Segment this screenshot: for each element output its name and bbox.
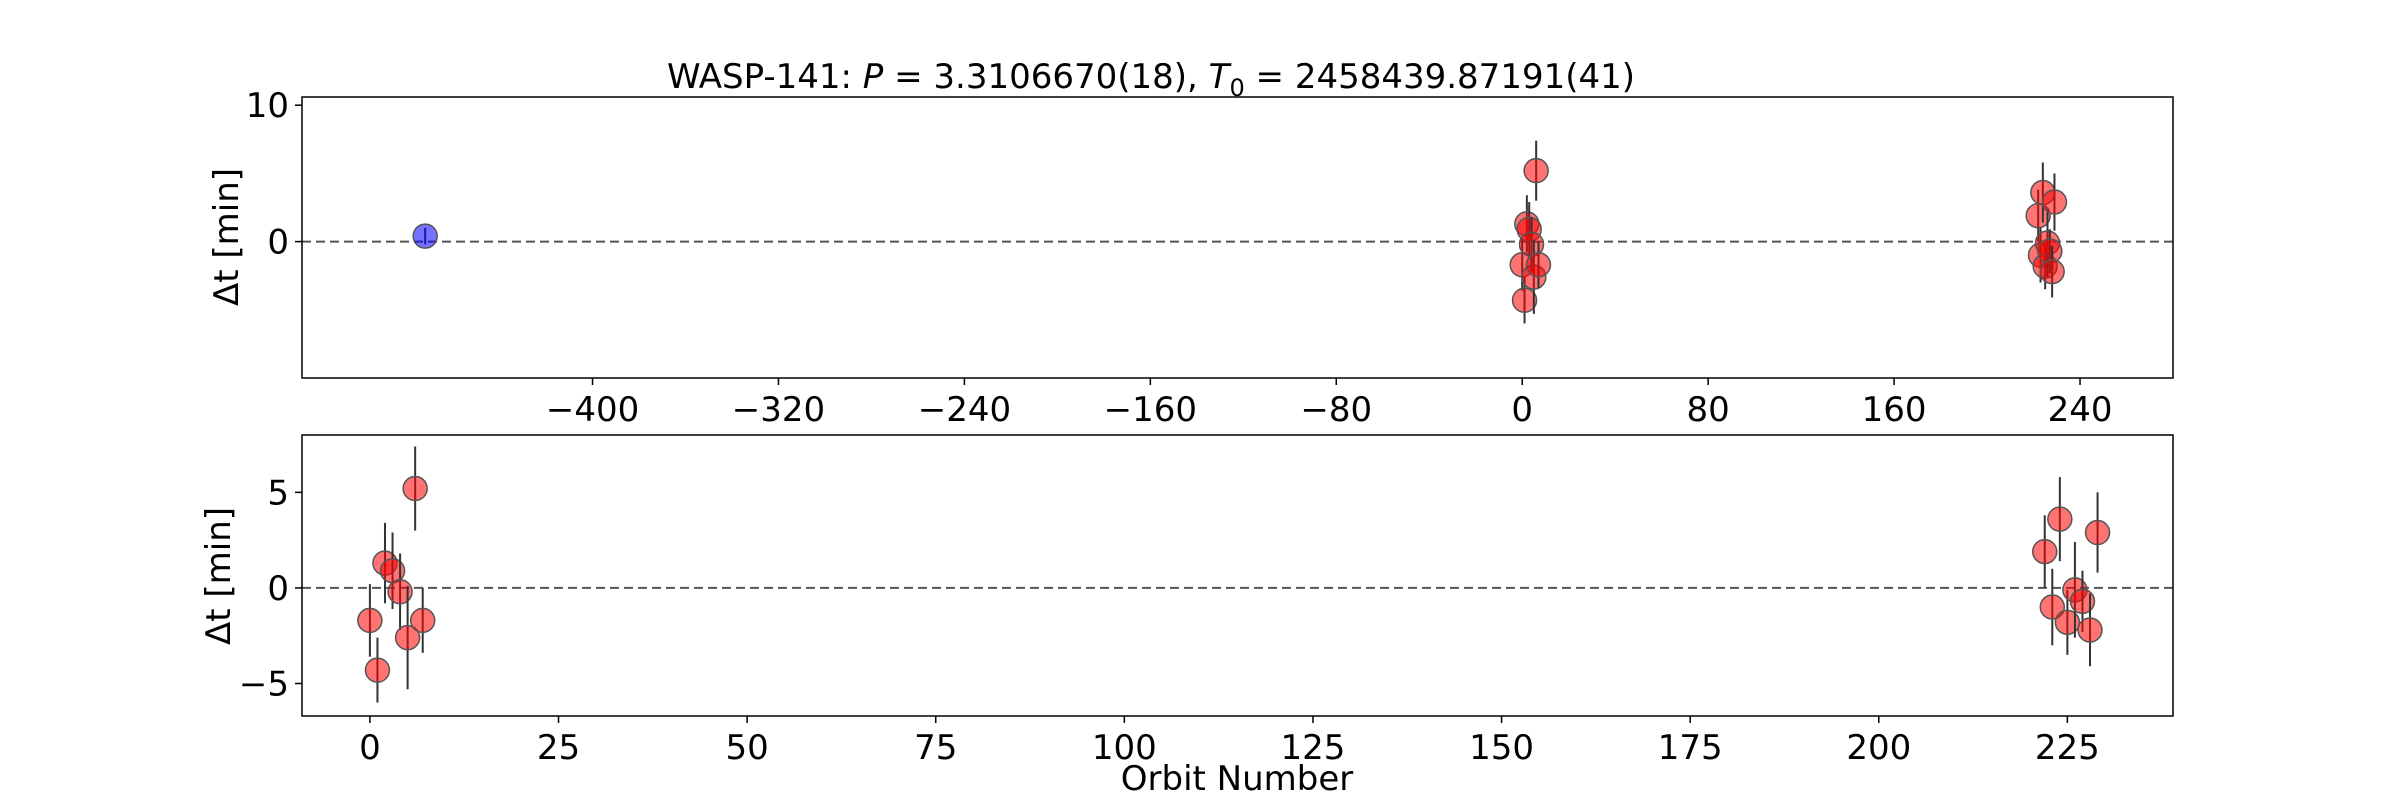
top-x-tick-label: −320 [732, 390, 825, 430]
bottom-y-axis-label: Δt [min] [199, 507, 239, 645]
top-x-tick-label: −400 [546, 390, 639, 430]
bottom-transit-point [387, 578, 413, 605]
top-transit-point [412, 223, 438, 249]
bottom-x-tick-label: 200 [1846, 728, 1911, 768]
top-transit-point [1523, 157, 1549, 184]
bottom-transit-point [2069, 588, 2096, 615]
bottom-transit-point [357, 607, 383, 634]
top-y-tick-label: 0 [267, 223, 289, 263]
bottom-y-tick-label: −5 [239, 665, 289, 705]
top-transit-point [1511, 287, 1538, 313]
bottom-transit-point [2039, 594, 2066, 620]
bottom-x-tick-label: 50 [725, 728, 768, 768]
bottom-transit-point [394, 624, 421, 651]
bottom-y-tick-label: 0 [267, 569, 289, 609]
top-x-tick-label: −160 [1104, 390, 1197, 430]
bottom-y-tick-label: 5 [267, 473, 289, 513]
bottom-transit-point [2077, 617, 2103, 643]
bottom-x-tick-label: 175 [1658, 728, 1723, 768]
bottom-transit-point [402, 475, 428, 502]
bottom-x-axis-label: Orbit Number [1121, 759, 1354, 799]
bottom-x-tick-label: 100 [1092, 728, 1157, 768]
bottom-x-tick-label: 150 [1469, 728, 1534, 768]
top-panel-frame [301, 96, 2174, 379]
top-x-tick-label: 240 [2048, 390, 2113, 430]
top-x-tick-label: 0 [1511, 390, 1533, 430]
bottom-panel: 0 25 50 75 100 125 150 175 200 225 −5 0 5 Δt [min] O… [199, 434, 2174, 799]
top-x-tick-label: −240 [918, 390, 1011, 430]
bottom-transit-point [2084, 519, 2111, 546]
bottom-x-tick-label: 75 [914, 728, 957, 768]
top-x-tick-label: −80 [1300, 390, 1372, 430]
bottom-x-tick-label: 25 [537, 728, 580, 768]
top-transit-point [2041, 189, 2068, 215]
bottom-transit-point [2047, 506, 2073, 532]
chart-title: WASP-141: P = 3.3106670(18), T0 = 245843… [667, 57, 1635, 102]
top-y-axis-label: Δt [min] [207, 168, 247, 306]
top-x-tick-label: 80 [1687, 390, 1730, 430]
top-transit-point [2039, 258, 2065, 285]
top-y-tick-label: 10 [246, 86, 289, 126]
bottom-panel-frame [301, 434, 2174, 717]
bottom-transit-point [2031, 538, 2058, 565]
bottom-x-tick-label: 125 [1280, 728, 1345, 768]
bottom-x-tick-label: 0 [359, 728, 381, 768]
bottom-transit-point [364, 657, 391, 683]
top-panel: −400 −320 −240 −160 −80 0 80 160 240 0 10 Δt [min] [207, 86, 2174, 430]
top-transit-point [1525, 252, 1552, 278]
top-x-tick-label: 160 [1862, 390, 1927, 430]
bottom-transit-point [2054, 609, 2081, 636]
bottom-transit-point [409, 607, 436, 634]
bottom-x-tick-label: 225 [2035, 728, 2100, 768]
